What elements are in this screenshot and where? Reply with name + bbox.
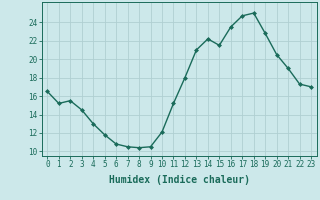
X-axis label: Humidex (Indice chaleur): Humidex (Indice chaleur): [109, 175, 250, 185]
